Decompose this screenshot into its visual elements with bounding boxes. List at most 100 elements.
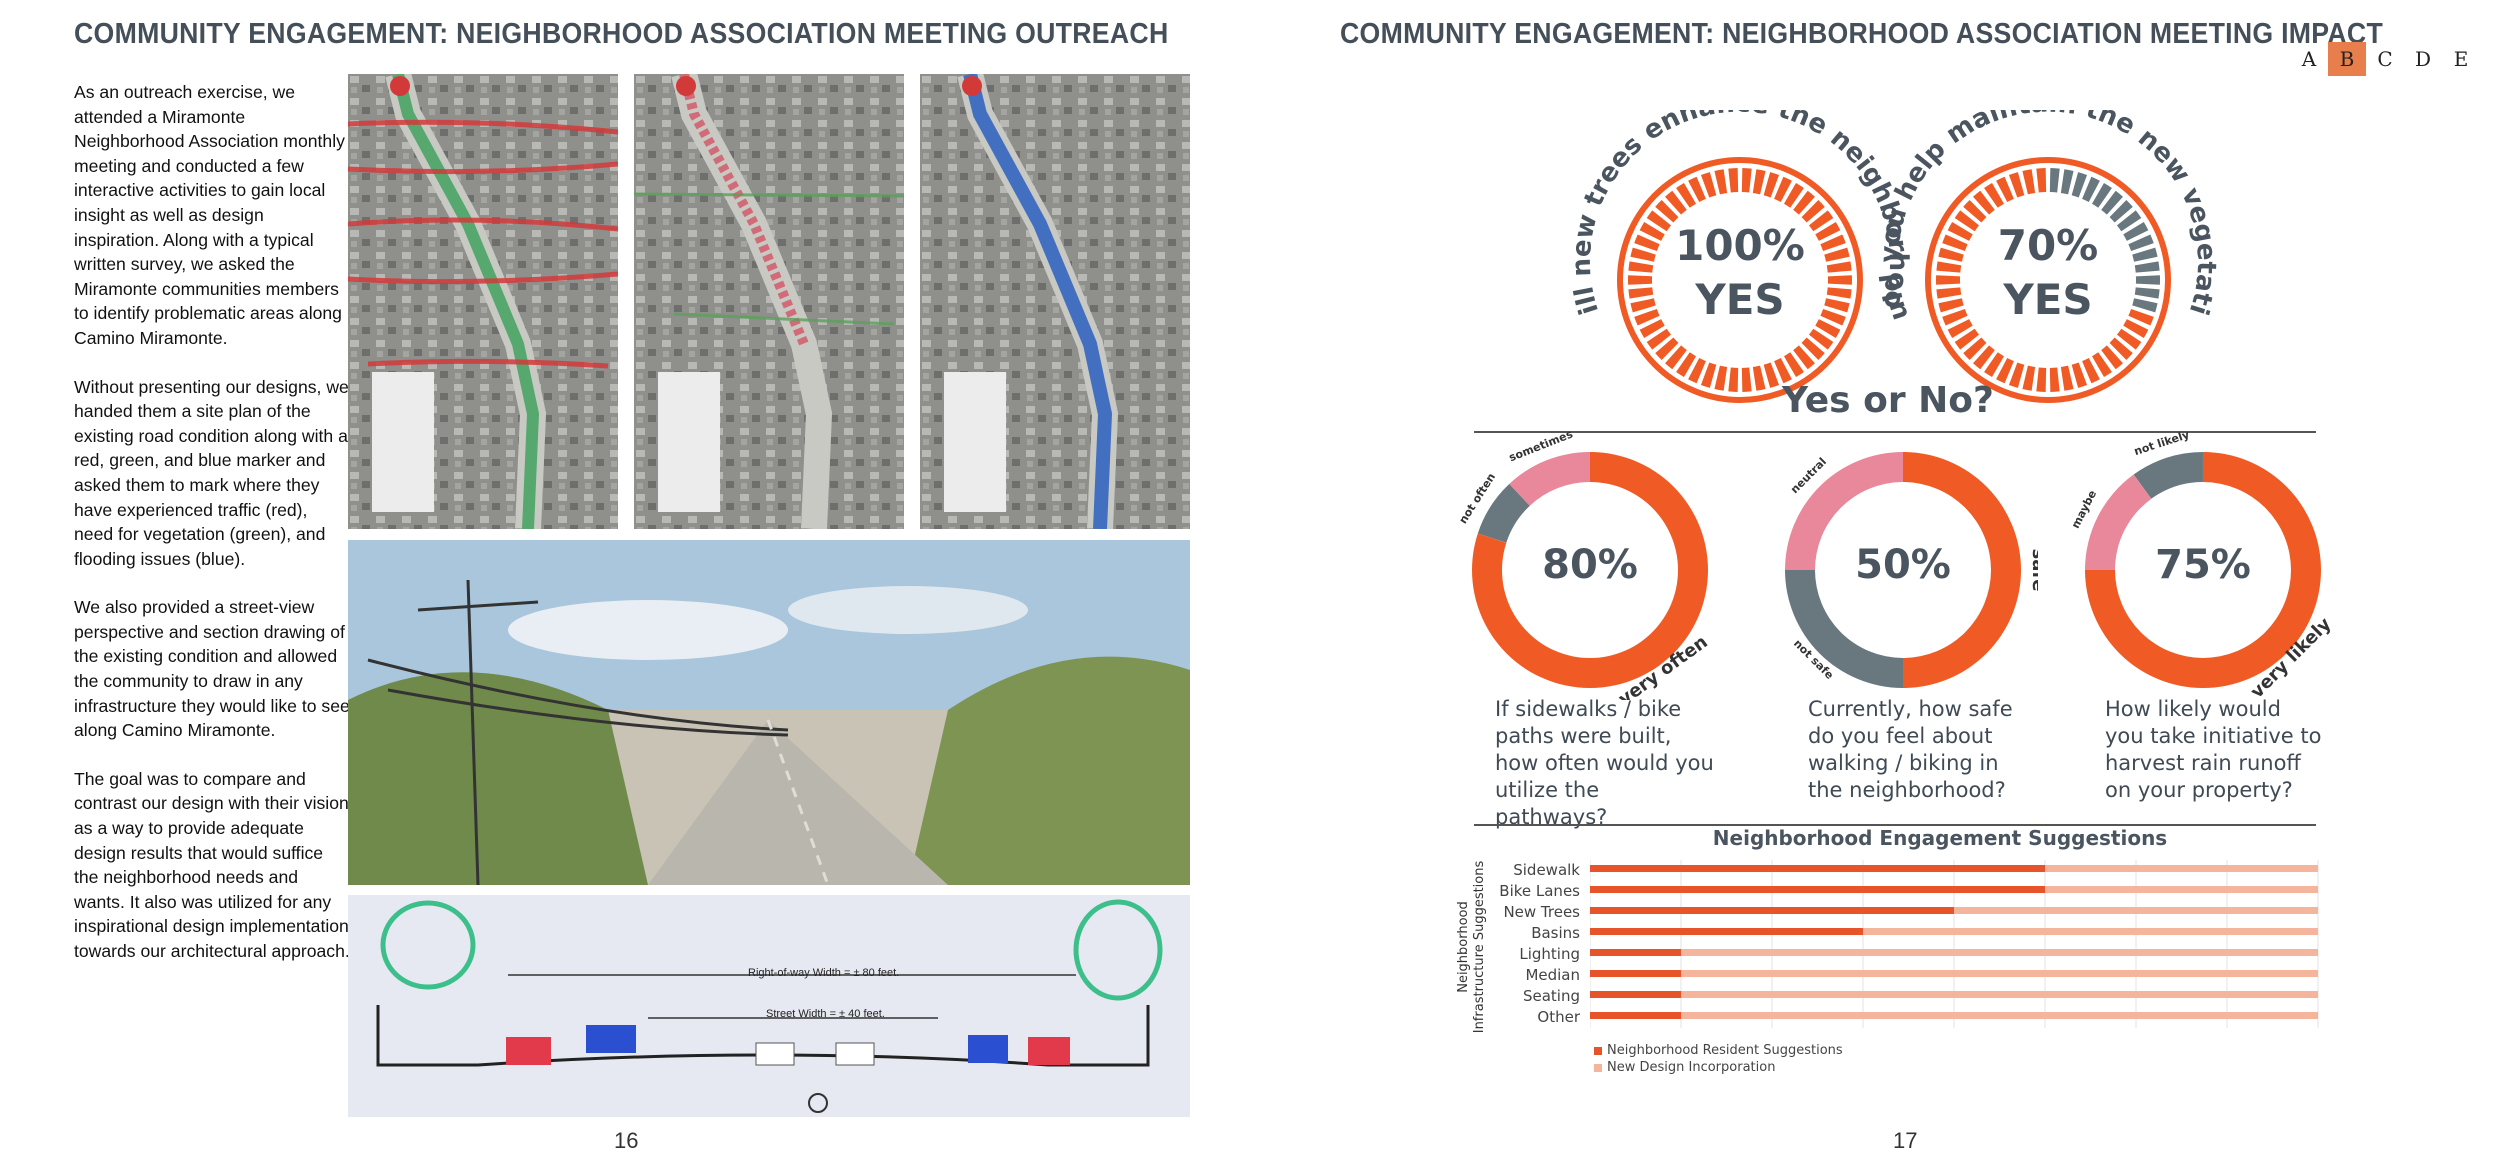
donut-percent: 50% <box>1855 542 1951 588</box>
dial-segment <box>1700 172 1717 198</box>
dial-segment <box>1630 247 1656 262</box>
dial-segment <box>2109 199 2133 223</box>
dial-segment <box>1763 362 1780 388</box>
divider <box>1474 824 2316 826</box>
trees-enhance-dial: Will new trees enhance the neighborhood?… <box>1570 110 1910 403</box>
bar-resident-suggestion <box>1590 970 1681 977</box>
dial-segment <box>1763 172 1780 198</box>
bar-design-incorporation <box>1590 928 2318 935</box>
legend-label: Neighborhood Resident Suggestions <box>1607 1043 1843 1058</box>
dial-segment <box>1676 183 1696 208</box>
category-label: Median <box>1525 966 1580 984</box>
suggestions-chart-title: Neighborhood Engagement Suggestions <box>1712 826 2168 850</box>
yes-no-heading: Yes or No? <box>1782 380 1994 421</box>
dial-segment <box>1824 298 1850 313</box>
dial-segment <box>1973 190 1995 215</box>
bar-design-incorporation <box>1590 970 2318 977</box>
dial-segment <box>1801 199 1825 223</box>
dial-segment <box>2049 168 2060 193</box>
dial-segment <box>1827 275 1852 285</box>
dial-segment <box>2135 275 2160 285</box>
dial-segment <box>1628 287 1654 299</box>
dial-segment <box>2116 328 2142 350</box>
tab-c[interactable]: C <box>2377 47 2393 71</box>
bar-resident-suggestion <box>1590 991 1681 998</box>
dial-segment <box>1942 308 1968 326</box>
dial-segment <box>2128 234 2154 252</box>
category-label: New Trees <box>1503 903 1580 921</box>
dial-segment <box>1688 357 1706 384</box>
site-plan-map-blue <box>920 74 1190 529</box>
tab-a[interactable]: A <box>2301 47 2317 71</box>
dial-segment <box>1784 183 1804 208</box>
dial-answer: YES <box>2002 275 2092 324</box>
dial-segment <box>1996 176 2014 203</box>
dial-segment <box>2008 172 2025 198</box>
dial-segment <box>2123 319 2149 339</box>
rain-question: How likely would you take initiative to … <box>2105 697 2322 802</box>
divider <box>1474 431 2316 433</box>
category-label: Other <box>1537 1008 1580 1026</box>
dial-segment <box>1801 337 1825 361</box>
dial-segment <box>2060 169 2074 195</box>
dial-segment <box>1824 247 1850 262</box>
dial-segment <box>1655 199 1679 223</box>
dial-segment <box>2082 176 2100 203</box>
row-width-label: Right-of-way Width = ± 80 feet. <box>748 967 900 979</box>
safety-question: Currently, how safe do you feel about wa… <box>1808 697 2013 802</box>
legend-swatch <box>1594 1046 1602 1055</box>
dial-segment <box>1665 190 1687 215</box>
bar-design-incorporation <box>1590 991 2318 998</box>
dial-segment <box>1984 352 2004 377</box>
dial-segment <box>1714 365 1728 391</box>
legend: Neighborhood Resident Suggestions New De… <box>1594 1042 1843 1076</box>
category-label: Lighting <box>1519 945 1580 963</box>
donut-percent: 80% <box>1542 542 1638 588</box>
dial-segment <box>1688 176 1706 203</box>
donut-slice <box>1903 452 2022 688</box>
dial-segment <box>1639 319 1665 339</box>
dial-segment <box>1984 183 2004 208</box>
dial-segment <box>1942 234 1968 252</box>
dial-segment <box>2134 261 2160 273</box>
dial-segment <box>2022 169 2036 195</box>
dial-segment <box>1938 247 1964 262</box>
dial-segment <box>1634 234 1660 252</box>
street-view-perspective-sketch <box>348 540 1190 885</box>
donut-slice <box>1785 570 1903 688</box>
bar-design-incorporation <box>1590 949 2318 956</box>
paragraph: Without presenting our designs, we hande… <box>74 376 349 569</box>
tab-e[interactable]: E <box>2453 47 2469 71</box>
dial-ticks <box>1925 157 2171 403</box>
dial-segment <box>1936 287 1962 299</box>
dial-segment <box>2132 298 2158 313</box>
pathway-question: If sidewalks / bike paths were built, ho… <box>1495 697 1714 829</box>
dial-segment <box>1741 367 1752 392</box>
dial-segment <box>1741 168 1752 193</box>
site-plan-map-red <box>634 74 904 529</box>
category-label: Bike Lanes <box>1499 882 1580 900</box>
dial-segment <box>1628 261 1654 273</box>
dial-segment <box>2049 367 2060 392</box>
dial-segment <box>2132 247 2158 262</box>
dial-segment <box>1628 275 1653 285</box>
bar-resident-suggestion <box>1590 865 2045 872</box>
dial-segment <box>2092 352 2112 377</box>
dial-segment <box>1808 328 1834 350</box>
tab-d[interactable]: D <box>2414 47 2432 71</box>
dial-segment <box>1728 367 1739 392</box>
tab-b[interactable]: B <box>2328 42 2366 76</box>
paragraph: The goal was to compare and contrast our… <box>74 768 350 961</box>
dial-percent: 100% <box>1675 221 1805 270</box>
bar-resident-suggestion <box>1590 886 2045 893</box>
dial-segment <box>1676 352 1696 377</box>
dial-segment <box>1634 308 1660 326</box>
dial-segment <box>1826 261 1852 273</box>
dial-segment <box>1963 337 1987 361</box>
dial-segment <box>2128 308 2154 326</box>
bar-resident-suggestion <box>1590 1012 1681 1019</box>
dial-segment <box>1784 352 1804 377</box>
maintain-vegetation-dial: Would you help maintain the new vegetati… <box>1878 110 2218 403</box>
dial-segment <box>1996 357 2014 384</box>
